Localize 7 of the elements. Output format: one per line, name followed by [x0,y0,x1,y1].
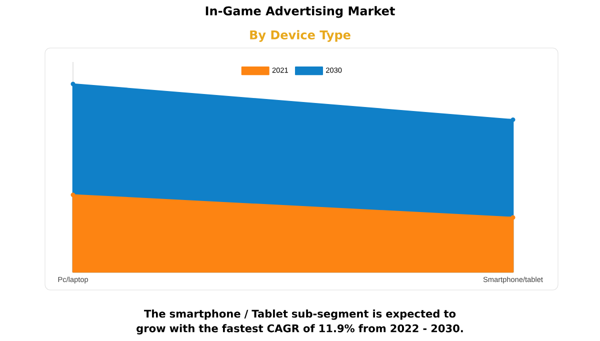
text: The smartphone / Tablet sub-segment is expected to grow with the fastest CAGR of 11.9% from 2022 - 2030. [136,310,463,334]
chart-subtitle: By Device Type [250,30,350,42]
point [70,82,76,86]
chart-title: In-Game Advertising Market [206,6,395,18]
point [70,192,76,198]
point [510,215,516,220]
point [510,117,516,122]
